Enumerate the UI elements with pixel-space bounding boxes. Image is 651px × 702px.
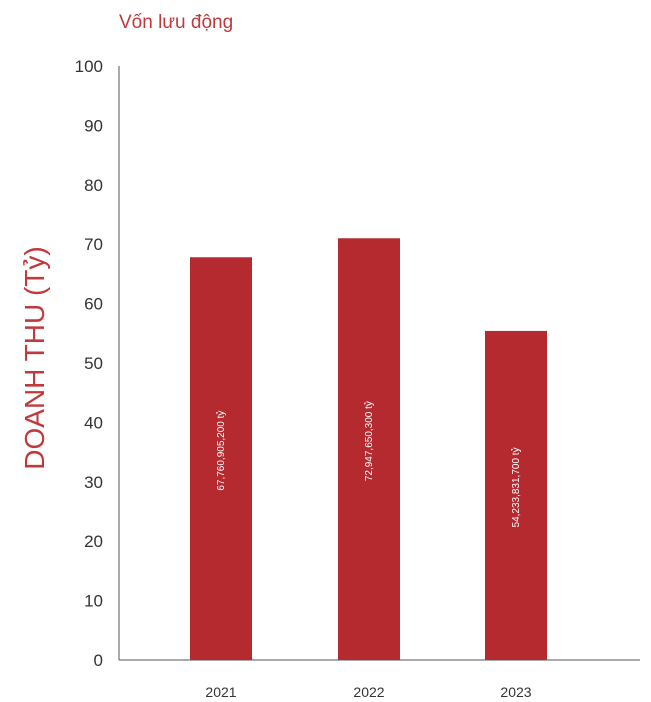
legend-label: Vốn lưu động xyxy=(119,12,233,33)
bar-data-label: 54,233,831,700 tỷ xyxy=(510,447,522,527)
y-tick-label: 0 xyxy=(94,651,103,670)
y-tick-label: 90 xyxy=(84,116,103,135)
y-tick-label: 60 xyxy=(84,295,103,314)
y-tick-label: 20 xyxy=(84,532,103,551)
bar-data-label: 72,947,650,300 tỷ xyxy=(363,401,375,481)
x-axis-ticks: 2021 2022 2023 xyxy=(205,684,531,700)
x-tick-label: 2021 xyxy=(205,684,236,700)
bar xyxy=(485,330,547,660)
y-axis-title: DOANH THU (Tỷ) xyxy=(19,246,50,469)
bar xyxy=(190,257,252,660)
y-tick-label: 10 xyxy=(84,592,103,611)
y-tick-label: 30 xyxy=(84,473,103,492)
y-tick-label: 50 xyxy=(84,354,103,373)
bars-group: 67,760,905,200 tỷ 72,947,650,300 tỷ 54,233… xyxy=(190,238,547,660)
bar xyxy=(338,238,400,660)
x-tick-label: 2022 xyxy=(353,684,384,700)
y-axis-ticks: 0 10 20 30 40 50 60 70 80 90 100 xyxy=(75,57,103,670)
y-tick-label: 70 xyxy=(84,235,103,254)
y-tick-label: 80 xyxy=(84,176,103,195)
bar-data-label: 67,760,905,200 tỷ xyxy=(215,411,227,491)
x-tick-label: 2023 xyxy=(500,684,531,700)
y-tick-label: 100 xyxy=(75,57,103,76)
y-tick-label: 40 xyxy=(84,413,103,432)
